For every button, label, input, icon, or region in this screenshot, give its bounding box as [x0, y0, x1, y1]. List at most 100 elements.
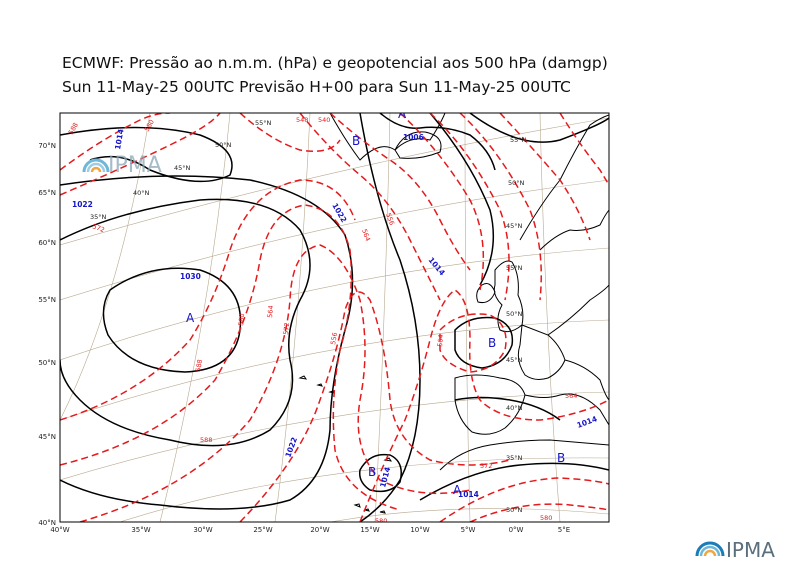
iberia-coast	[454, 374, 526, 435]
isobar-iberia	[454, 396, 561, 421]
lat-tick-label: 60°N	[38, 239, 56, 247]
geopot-east-2	[429, 113, 510, 301]
grid-lat-label-west: 45°N	[174, 164, 191, 172]
geopot-580	[60, 204, 401, 511]
lon-tick-label: 10°W	[410, 526, 429, 534]
geopot-south-east-2	[439, 477, 609, 522]
lon-tick-label: 5°E	[558, 526, 570, 534]
geopotential-label: 588	[194, 359, 204, 373]
low-center: B	[488, 336, 496, 350]
geopotential-contours	[60, 113, 609, 522]
geopot-inner-low	[439, 313, 507, 373]
azores	[298, 375, 335, 394]
geopot-556	[359, 289, 609, 522]
lat-tick-label: 45°N	[38, 433, 56, 441]
isobar-low-madeira	[358, 453, 402, 493]
geopot-540	[329, 113, 471, 271]
high-center: A	[186, 311, 195, 325]
geopot-east-1	[399, 113, 485, 291]
grid-lat-label: 55°N	[506, 264, 523, 272]
scandinavia-coast	[519, 114, 609, 251]
geopotential-label: 580	[237, 313, 246, 326]
grid-lat-label-west: 35°N	[90, 213, 107, 221]
geopot-south-east	[469, 503, 609, 522]
geopotential-label: 556	[384, 212, 396, 226]
grid-lat-label: 45°N	[506, 222, 523, 230]
lon-tick-label: 20°W	[310, 526, 329, 534]
isobar-africa	[419, 462, 609, 501]
geopotential-label: 588	[200, 436, 212, 444]
grid-lat-label: 55°N	[510, 136, 527, 144]
lon-tick-label: 15°W	[360, 526, 379, 534]
madeira-canaries	[353, 457, 393, 514]
grid-lat-label: 30°N	[506, 506, 523, 514]
ipma-inset-logo: IPMA	[82, 153, 162, 178]
greenland-coast	[329, 113, 446, 161]
lon-tick-label: 0°W	[509, 526, 524, 534]
geopot-564	[239, 291, 511, 522]
isobar-label: 1030	[180, 272, 201, 281]
lon-tick-label: 5°W	[461, 526, 476, 534]
geopotential-label: 556	[329, 332, 339, 346]
svg-text:IPMA: IPMA	[726, 538, 775, 562]
geopotential-label: 564	[360, 228, 372, 242]
europe-east-coast	[547, 284, 609, 401]
geopot-east-5	[559, 113, 609, 186]
geopot-north-2	[60, 113, 221, 196]
lon-tick-label: 35°W	[131, 526, 150, 534]
grid-lat-label-west: 50°N	[215, 141, 232, 149]
lon-tick-label: 30°W	[193, 526, 212, 534]
geopot-east-4	[499, 113, 591, 241]
lon-tick-label: 25°W	[253, 526, 272, 534]
geopotential-label: 580	[540, 514, 552, 522]
geopot-588	[60, 179, 356, 421]
isobar-1014-ridge	[359, 113, 421, 522]
lat-tick-label: 65°N	[38, 189, 56, 197]
grid-lat-label: 50°N	[508, 179, 525, 187]
geopotential-label: 580	[143, 118, 156, 133]
isobar-label: 1014	[458, 490, 479, 499]
chart-title-line1: ECMWF: Pressão ao n.m.m. (hPa) e geopote…	[62, 54, 608, 72]
grid-lat-label: 50°N	[506, 310, 523, 318]
high-center: A	[453, 483, 462, 497]
grid-lat-label: 55°N	[255, 119, 272, 127]
lon-tick-label: 40°W	[50, 526, 69, 534]
north-africa-coast	[439, 439, 609, 471]
geopotential-label: 564	[266, 305, 275, 318]
geopot-548	[299, 113, 441, 301]
geopot-north-3	[239, 113, 341, 152]
geopotential-label: 540	[318, 116, 330, 124]
geopotential-label: 572	[282, 322, 291, 335]
chart-title-line2: Sun 11-May-25 00UTC Previsão H+00 para S…	[62, 78, 571, 96]
geopotential-label: 548	[296, 116, 308, 124]
geopotential-label: 588	[67, 121, 80, 136]
lat-tick-label: 40°N	[38, 519, 56, 527]
geopotential-label: 564	[436, 334, 445, 347]
isobar-1030-high	[102, 267, 242, 373]
high-center: A	[398, 107, 407, 121]
geopotential-label: 572	[480, 462, 492, 470]
grid-lat-label-west: 40°N	[133, 189, 150, 197]
isobar-label: 1022	[283, 436, 299, 459]
isobar-label: 1022	[72, 200, 93, 209]
coastlines	[298, 113, 609, 514]
lat-tick-label: 55°N	[38, 296, 56, 304]
isobar-1022-outer	[60, 175, 354, 510]
geopotential-label: 572	[91, 222, 105, 234]
lat-tick-label: 50°N	[38, 359, 56, 367]
low-center: B	[557, 451, 565, 465]
isobar-label: 1014	[426, 256, 446, 278]
grid-lat-label: 40°N	[506, 404, 523, 412]
lat-tick-label: 70°N	[38, 142, 56, 150]
geopot-north-1	[60, 113, 171, 171]
low-center: B	[352, 134, 360, 148]
grid-lat-label: 35°N	[506, 454, 523, 462]
low-center: B	[368, 465, 376, 479]
geopotential-label: 580	[375, 517, 387, 525]
graticule	[60, 113, 609, 522]
svg-text:IPMA: IPMA	[108, 153, 162, 178]
isobar-label: 1014	[576, 414, 599, 430]
isobar-1006-iceland	[379, 113, 496, 171]
ipma-corner-logo: IPMA	[695, 538, 775, 562]
